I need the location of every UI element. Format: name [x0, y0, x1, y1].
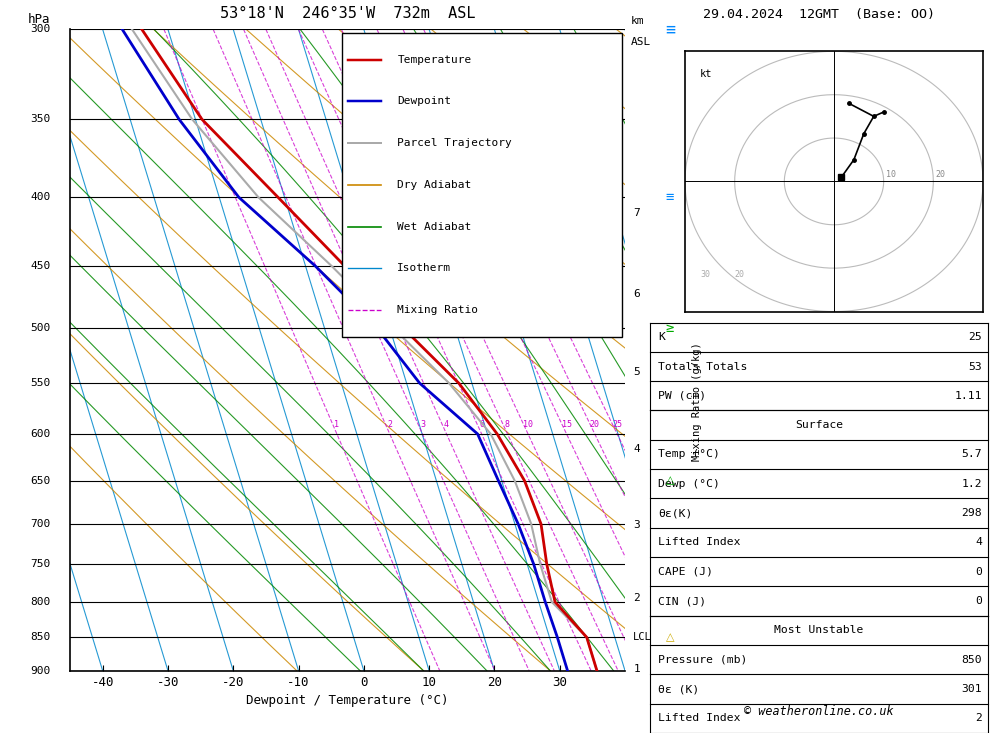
Text: 10: 10	[523, 421, 533, 430]
Text: 5.7: 5.7	[961, 449, 982, 460]
Text: 4: 4	[633, 444, 640, 454]
Text: CAPE (J): CAPE (J)	[658, 567, 713, 577]
Text: 0: 0	[975, 596, 982, 606]
Text: θε (K): θε (K)	[658, 684, 699, 694]
Text: 850: 850	[30, 633, 51, 642]
Text: 800: 800	[30, 597, 51, 607]
Text: 5: 5	[633, 367, 640, 377]
X-axis label: Dewpoint / Temperature (°C): Dewpoint / Temperature (°C)	[246, 694, 449, 707]
Text: 29.04.2024  12GMT  (Base: OO): 29.04.2024 12GMT (Base: OO)	[703, 7, 935, 21]
Text: Temp (°C): Temp (°C)	[658, 449, 720, 460]
Text: 20: 20	[590, 421, 600, 430]
Text: 301: 301	[961, 684, 982, 694]
Text: 298: 298	[961, 508, 982, 518]
Text: △: △	[666, 633, 674, 642]
Text: Surface: Surface	[795, 420, 843, 430]
Text: Dry Adiabat: Dry Adiabat	[397, 180, 472, 190]
Text: Temperature: Temperature	[397, 55, 472, 65]
Text: 1.11: 1.11	[954, 391, 982, 401]
Text: θε(K): θε(K)	[658, 508, 692, 518]
Text: 6: 6	[479, 421, 484, 430]
Text: PW (cm): PW (cm)	[658, 391, 706, 401]
Text: ASL: ASL	[631, 37, 651, 48]
Text: 0: 0	[975, 567, 982, 577]
Text: 1.2: 1.2	[961, 479, 982, 489]
Text: Wet Adiabat: Wet Adiabat	[397, 221, 472, 232]
Text: Mixing Ratio: Mixing Ratio	[397, 305, 478, 315]
Text: 1: 1	[633, 664, 640, 674]
Text: Pressure (mb): Pressure (mb)	[658, 655, 747, 665]
Text: 53°18'N  246°35'W  732m  ASL: 53°18'N 246°35'W 732m ASL	[220, 6, 475, 21]
Text: © weatheronline.co.uk: © weatheronline.co.uk	[744, 705, 894, 718]
Text: Mixing Ratio (g/kg): Mixing Ratio (g/kg)	[692, 342, 702, 461]
Text: 600: 600	[30, 429, 51, 439]
Text: Dewpoint: Dewpoint	[397, 97, 451, 106]
Text: 500: 500	[30, 323, 51, 333]
Text: 550: 550	[30, 378, 51, 388]
Text: 3: 3	[633, 520, 640, 530]
Text: 4: 4	[444, 421, 449, 430]
Text: 25: 25	[612, 421, 622, 430]
Text: 650: 650	[30, 476, 51, 486]
Text: ≡: ≡	[666, 191, 674, 205]
Text: Lifted Index: Lifted Index	[658, 713, 740, 723]
Text: 20: 20	[735, 270, 745, 279]
Text: 15: 15	[562, 421, 572, 430]
Text: △: △	[666, 476, 674, 486]
Text: Dewp (°C): Dewp (°C)	[658, 479, 720, 489]
Text: 1: 1	[334, 421, 339, 430]
Text: 450: 450	[30, 261, 51, 271]
Text: 2: 2	[975, 713, 982, 723]
Text: km: km	[631, 16, 644, 26]
Text: Most Unstable: Most Unstable	[774, 625, 864, 636]
Text: 20: 20	[936, 170, 946, 179]
Text: 4: 4	[975, 537, 982, 548]
Text: 850: 850	[961, 655, 982, 665]
Text: 10: 10	[886, 170, 896, 179]
Text: 3: 3	[420, 421, 425, 430]
Text: 8: 8	[505, 421, 510, 430]
Text: kt: kt	[700, 70, 712, 79]
Text: hPa: hPa	[28, 13, 51, 26]
Text: K: K	[658, 332, 665, 342]
Text: 2: 2	[633, 593, 640, 603]
Text: 30: 30	[700, 270, 710, 279]
Text: Totals Totals: Totals Totals	[658, 361, 747, 372]
Text: 900: 900	[30, 666, 51, 676]
Bar	[342, 32, 622, 337]
Text: 700: 700	[30, 519, 51, 529]
Text: 350: 350	[30, 114, 51, 125]
Text: 300: 300	[30, 24, 51, 34]
Text: 25: 25	[968, 332, 982, 342]
Text: Parcel Trajectory: Parcel Trajectory	[397, 138, 512, 148]
Text: 7: 7	[633, 208, 640, 218]
Text: LCL: LCL	[633, 633, 652, 642]
Text: 53: 53	[968, 361, 982, 372]
Text: CIN (J): CIN (J)	[658, 596, 706, 606]
Text: 6: 6	[633, 289, 640, 299]
Text: ≥: ≥	[666, 320, 674, 334]
Text: Lifted Index: Lifted Index	[658, 537, 740, 548]
Text: 400: 400	[30, 192, 51, 202]
Text: ≡: ≡	[665, 21, 675, 38]
Text: Isotherm: Isotherm	[397, 263, 451, 273]
Text: 2: 2	[387, 421, 392, 430]
Text: 750: 750	[30, 559, 51, 570]
